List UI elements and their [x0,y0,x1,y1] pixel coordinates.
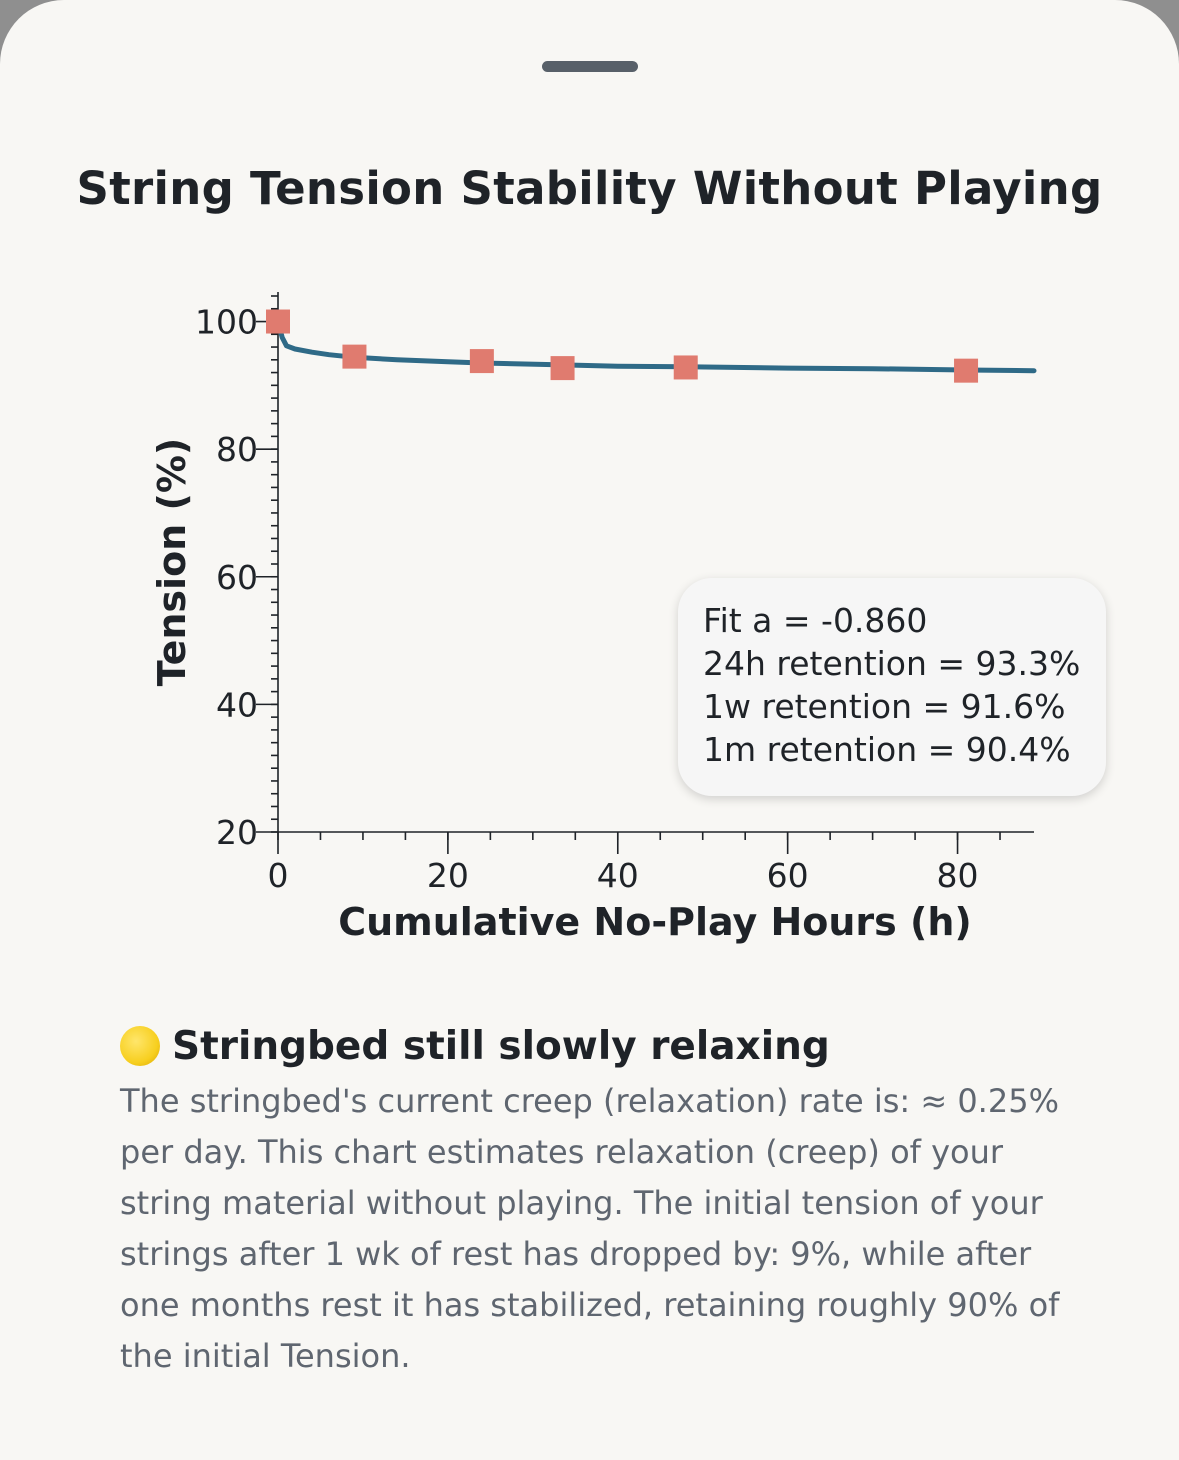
data-point-marker [673,355,698,380]
chart-tick-labels: 20 40 60 80 100 0 20 40 60 80 [195,303,979,895]
x-axis-title: Cumulative No-Play Hours (h) [338,900,972,944]
status-description: The stringbed's current creep (relaxatio… [120,1082,1060,1375]
x-tick-label: 60 [767,856,809,895]
status-row: Stringbed still slowly relaxing [120,1018,830,1074]
fit-parameter-text: Fit a = -0.860 [703,601,928,640]
x-tick-label: 40 [597,856,639,895]
data-point-marker [550,356,575,381]
x-tick-label: 20 [427,856,469,895]
data-point-marker [266,309,290,334]
y-axis-title: Tension (%) [150,438,194,687]
y-tick-label: 80 [216,430,258,469]
x-tick-label: 80 [937,856,979,895]
data-point-marker [954,358,979,383]
sheet-grabber-handle[interactable] [542,61,638,72]
data-point-marker [342,344,367,369]
fit-annotation-box: Fit a = -0.860 24h retention = 93.3% 1w … [678,578,1106,796]
data-points [266,309,979,383]
y-tick-label: 40 [216,685,258,724]
y-tick-label: 20 [216,813,258,852]
chart-title: String Tension Stability Without Playing [76,162,1103,215]
y-tick-label: 60 [216,558,258,597]
chart-ticks [256,295,1001,854]
data-point-marker [469,349,494,374]
x-tick-label: 0 [268,856,289,895]
status-title: Stringbed still slowly relaxing [172,1023,830,1069]
y-tick-label: 100 [195,303,258,342]
yellow-circle-icon [120,1026,160,1066]
retention-24h-text: 24h retention = 93.3% [703,644,1081,683]
retention-1m-text: 1m retention = 90.4% [703,730,1071,769]
tension-chart: 20 40 60 80 100 0 20 40 60 80 Cumulative No-Play … [150,292,1037,944]
retention-1w-text: 1w retention = 91.6% [703,687,1066,726]
fit-line [275,319,1037,374]
